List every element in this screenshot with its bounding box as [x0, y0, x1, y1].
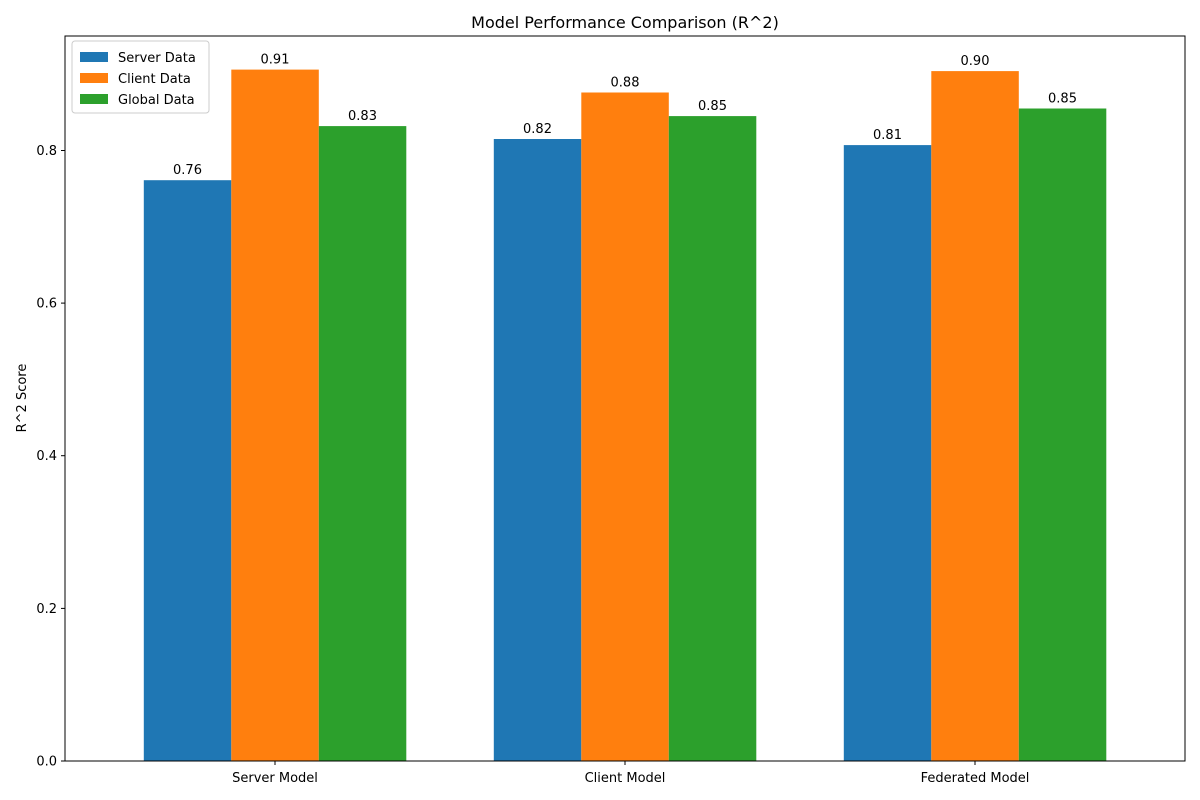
- legend-swatch: [80, 94, 108, 104]
- data-label: 0.91: [261, 53, 290, 68]
- bar: [931, 71, 1019, 762]
- data-label: 0.81: [873, 128, 902, 143]
- data-label: 0.83: [348, 109, 377, 124]
- bar: [143, 180, 232, 761]
- data-label: 0.85: [698, 99, 727, 114]
- plot-area: 0.76 0.91 0.83 Server Model 0.82 0.88 0.85 Clie…: [36, 53, 1107, 786]
- bar: [318, 126, 407, 762]
- x-tick-label: Client Model: [585, 771, 666, 786]
- y-tick-label: 0.2: [36, 602, 57, 617]
- legend: Server Data Client Data Global Data: [71, 40, 210, 114]
- legend-label: Global Data: [118, 93, 195, 108]
- bar: [843, 145, 932, 762]
- legend-swatch: [80, 52, 108, 62]
- chart-title: Model Performance Comparison (R^2): [471, 13, 779, 32]
- x-tick-label: Server Model: [232, 771, 318, 786]
- data-label: 0.90: [961, 54, 990, 69]
- data-label: 0.85: [1048, 92, 1077, 107]
- legend-label: Client Data: [118, 72, 191, 87]
- bar: [581, 92, 669, 761]
- y-tick-label: 0.8: [36, 144, 57, 159]
- y-tick-label: 0.6: [36, 297, 57, 312]
- legend-label: Server Data: [118, 51, 196, 66]
- bar: [668, 116, 757, 762]
- bar: [493, 139, 582, 761]
- bar: [1018, 108, 1107, 761]
- x-tick-label: Federated Model: [921, 771, 1030, 786]
- plot-frame: [64, 35, 1186, 762]
- bar: [231, 69, 319, 762]
- data-label: 0.76: [173, 163, 202, 178]
- y-tick-label: 0.0: [36, 755, 57, 770]
- data-label: 0.82: [523, 122, 552, 137]
- y-tick-label: 0.4: [36, 449, 57, 464]
- legend-swatch: [80, 73, 108, 83]
- data-label: 0.88: [611, 76, 640, 91]
- y-axis-label: R^2 Score: [15, 364, 30, 433]
